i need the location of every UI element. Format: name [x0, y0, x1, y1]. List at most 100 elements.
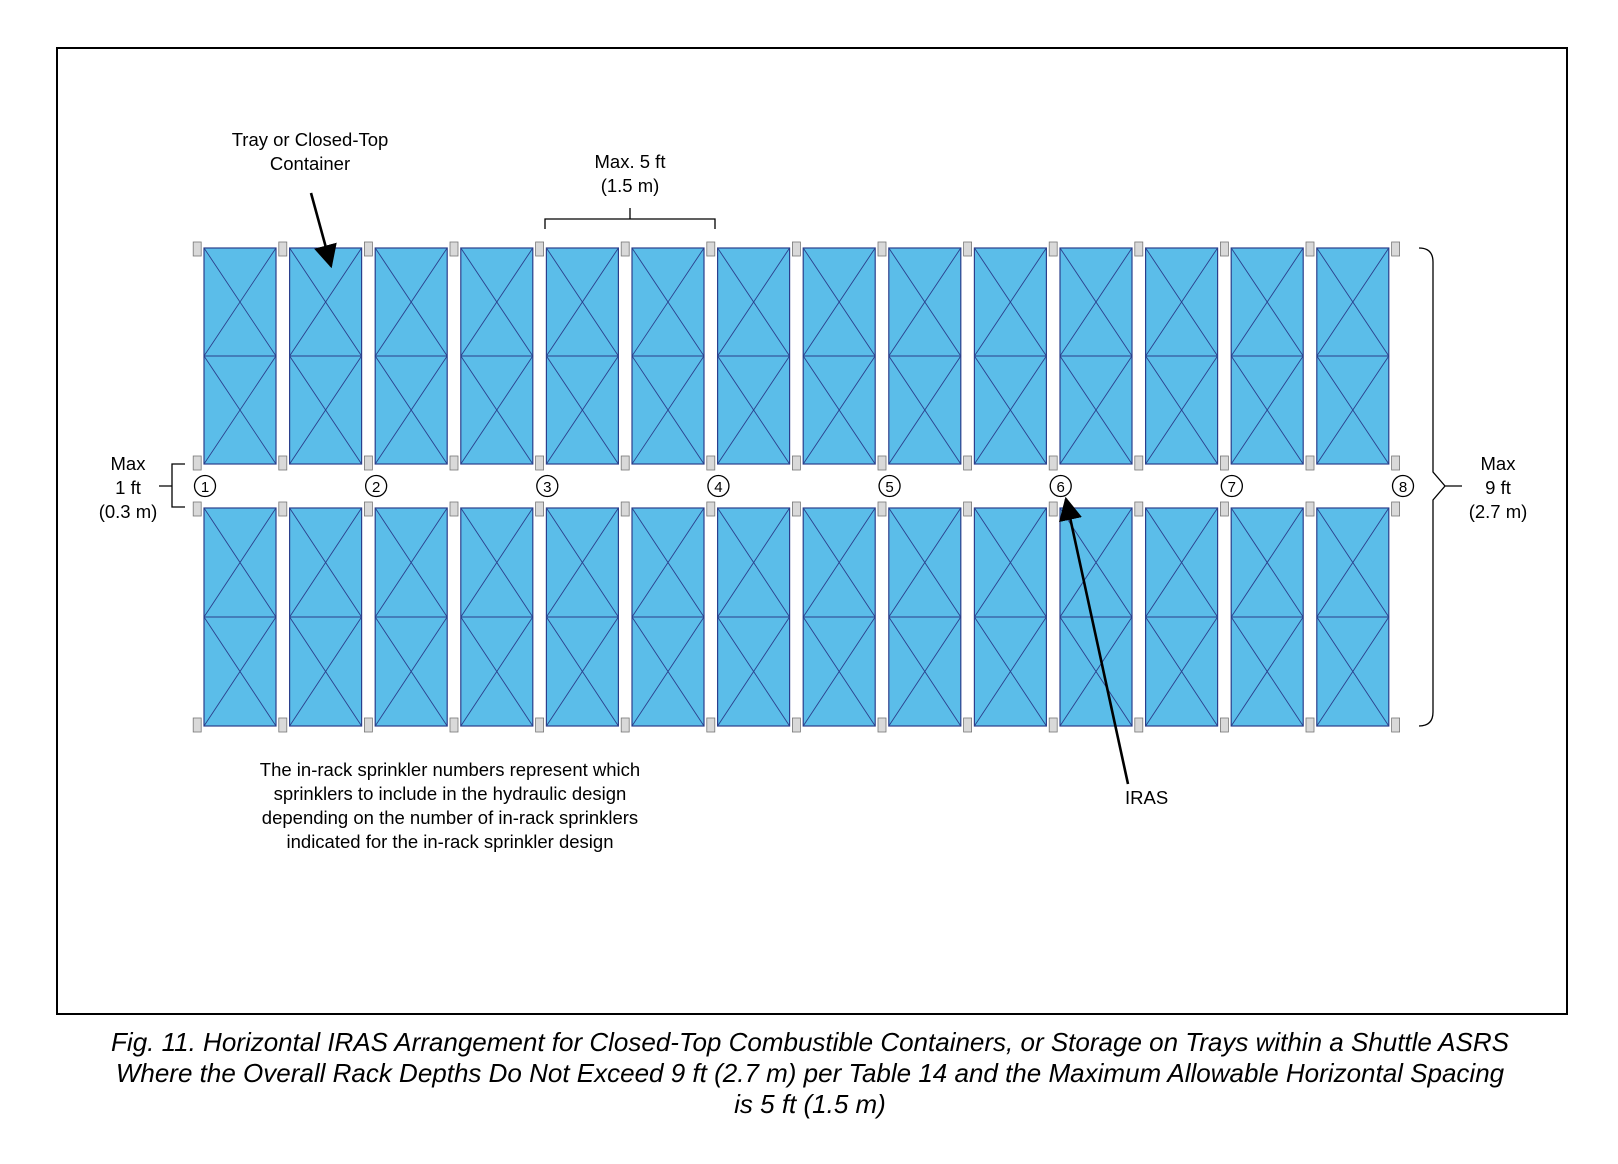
bottom-row-container: [1144, 507, 1219, 727]
bottom-row-upright-top: [792, 501, 801, 517]
bottom-row-upright-top: [535, 501, 544, 517]
bottom-row-upright-bottom: [535, 717, 544, 733]
sprinkler-4: 4: [707, 474, 730, 498]
top-row-container: [460, 247, 534, 465]
bottom-row-container: [374, 507, 448, 727]
sprinkler-7: 7: [1220, 474, 1244, 498]
top-row-container: [545, 247, 620, 465]
top-row-container: [802, 247, 876, 465]
max-9ft-label: Max 9 ft (2.7 m): [1458, 452, 1538, 524]
tray-label-line1: Tray or Closed-Top: [231, 129, 389, 150]
tray-arrow: [309, 192, 337, 269]
top-row-container: [888, 247, 962, 465]
bottom-row-container: [716, 507, 791, 727]
max-9ft-line2: 9 ft: [1485, 477, 1511, 498]
bottom-row-upright-bottom: [1305, 717, 1315, 733]
top-row-container: [1230, 247, 1304, 465]
top-row-upright-bottom: [620, 455, 630, 471]
top-row-upright-top: [192, 241, 202, 257]
sprinkler-line: 1 2 3 4 5 6 7 8: [193, 474, 1415, 498]
bottom-row-upright-top: [449, 501, 459, 517]
design-note-line3: depending on the number of in-rack sprin…: [261, 807, 639, 828]
iras-arrow: [1059, 496, 1130, 785]
sprinkler-number: 4: [714, 479, 722, 496]
top-row-container: [973, 247, 1048, 465]
bottom-row-upright-top: [363, 501, 373, 517]
max-5ft-bracket: [544, 208, 716, 229]
sprinkler-number: 5: [885, 479, 893, 496]
bottom-row-upright-bottom: [1220, 717, 1229, 733]
iras-label: IRAS: [1125, 787, 1169, 808]
design-note-line1: The in-rack sprinkler numbers represent …: [259, 759, 641, 780]
bottom-row-upright-top: [1305, 501, 1315, 517]
top-row-upright-top: [1305, 241, 1315, 257]
bottom-row-upright-bottom: [192, 717, 202, 733]
max-1ft-line3: (0.3 m): [98, 501, 158, 522]
caption-line1: Fig. 11. Horizontal IRAS Arrangement for…: [111, 1027, 1509, 1057]
top-row-upright-top: [1220, 241, 1229, 257]
sprinkler-number: 6: [1057, 479, 1065, 496]
bottom-row-upright-top: [1048, 501, 1058, 517]
sprinkler-3: 3: [536, 474, 559, 498]
top-row-container: [203, 247, 277, 465]
bottom-row-upright-bottom: [877, 717, 887, 733]
design-note: The in-rack sprinkler numbers represent …: [200, 758, 700, 854]
max-9ft-bracket: [1418, 247, 1462, 727]
sprinkler-1: 1: [193, 474, 217, 498]
bottom-row-upright-bottom: [706, 717, 716, 733]
bottom-row-container: [973, 507, 1048, 727]
top-row-upright-top: [620, 241, 630, 257]
bottom-row-upright-bottom: [449, 717, 459, 733]
bottom-row-upright-bottom: [363, 717, 373, 733]
sprinkler-number: 1: [201, 479, 209, 496]
caption-line3: is 5 ft (1.5 m): [734, 1089, 886, 1119]
bottom-rack-row: [192, 501, 1400, 733]
top-row-upright-top: [363, 241, 373, 257]
bottom-row-container: [802, 507, 876, 727]
bottom-row-upright-top: [877, 501, 887, 517]
top-row-upright-bottom: [877, 455, 887, 471]
top-row-upright-bottom: [449, 455, 459, 471]
max-1ft-label: Max 1 ft (0.3 m): [88, 452, 168, 524]
max-1ft-line2: 1 ft: [115, 477, 141, 498]
top-row-container: [374, 247, 448, 465]
bottom-row-upright-bottom: [963, 717, 972, 733]
top-row-upright-top: [1048, 241, 1058, 257]
top-row-upright-bottom: [1134, 455, 1144, 471]
top-row-upright-top: [278, 241, 288, 257]
bottom-row-container: [460, 507, 534, 727]
bottom-row-upright-top: [278, 501, 288, 517]
sprinkler-number: 8: [1399, 479, 1407, 496]
bottom-row-upright-bottom: [620, 717, 630, 733]
top-row-upright-bottom: [1048, 455, 1058, 471]
bottom-row-container: [631, 507, 705, 727]
bottom-row-upright-top: [620, 501, 630, 517]
max-5ft-line1: Max. 5 ft: [594, 151, 666, 172]
design-note-line4: indicated for the in-rack sprinkler desi…: [286, 831, 614, 852]
top-row-container: [1059, 247, 1133, 465]
top-row-container: [631, 247, 705, 465]
bottom-row-upright-bottom: [1391, 717, 1400, 733]
max-5ft-line2: (1.5 m): [600, 175, 660, 196]
bottom-row-container: [1230, 507, 1304, 727]
sprinkler-number: 3: [543, 479, 551, 496]
bottom-row-container: [289, 507, 363, 727]
top-row-upright-top: [792, 241, 801, 257]
figure-frame: [56, 47, 1568, 1015]
top-row-container: [1144, 247, 1219, 465]
sprinkler-5: 5: [878, 474, 901, 498]
top-row-upright-bottom: [535, 455, 544, 471]
top-row-upright-bottom: [192, 455, 202, 471]
top-row-upright-bottom: [1305, 455, 1315, 471]
top-row-upright-top: [877, 241, 887, 257]
top-row-upright-bottom: [278, 455, 288, 471]
bottom-row-upright-top: [963, 501, 972, 517]
sprinkler-number: 7: [1228, 479, 1236, 496]
top-row-upright-top: [706, 241, 716, 257]
bottom-row-upright-bottom: [278, 717, 288, 733]
top-row-upright-top: [1391, 241, 1400, 257]
figure-caption: Fig. 11. Horizontal IRAS Arrangement for…: [40, 1027, 1580, 1120]
bottom-row-upright-bottom: [1134, 717, 1144, 733]
max-5ft-label: Max. 5 ft (1.5 m): [570, 150, 690, 198]
